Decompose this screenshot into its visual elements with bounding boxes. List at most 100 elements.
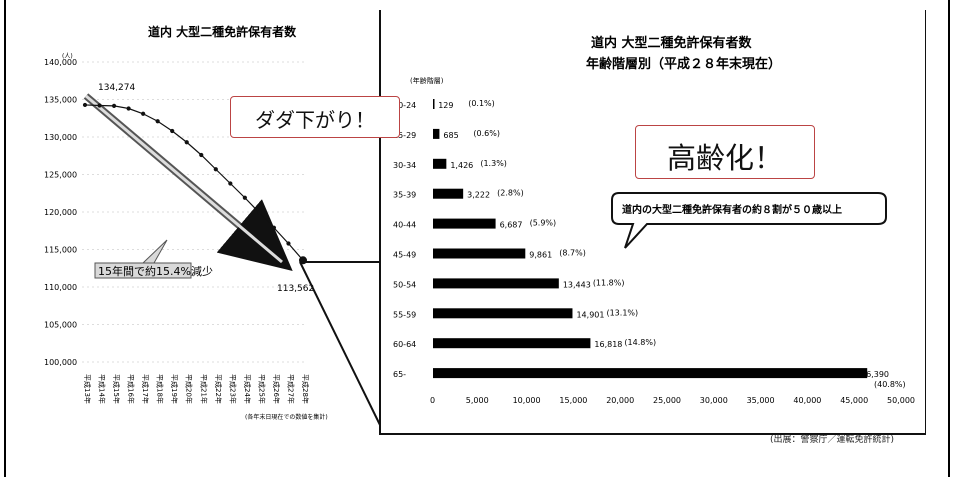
left-data-point [155, 119, 160, 124]
right-percent-label: (14.8%) [624, 338, 656, 347]
left-data-point [242, 195, 247, 200]
chart-svg: 道内 大型二種免許保有者数 (人) 140,000 135,000 130,000 1… [44, 8, 927, 435]
left-y-tick-label: 115,000 [44, 246, 77, 255]
left-data-point [213, 167, 218, 172]
scanned-chart-document: 道内 大型二種免許保有者数 (人) 140,000 135,000 130,000 1… [40, 8, 927, 445]
left-end-value-label: 113,562 [277, 284, 314, 294]
left-data-point [228, 181, 233, 186]
right-bar [433, 218, 496, 229]
right-value-label: 129 [438, 101, 453, 110]
right-value-label: 16,818 [594, 340, 622, 349]
right-value-label: 46,390 [861, 370, 889, 379]
left-x-tick-label: 平成24年 [243, 374, 252, 404]
left-x-tick-label: 平成15年 [112, 374, 121, 404]
right-x-tick-label: 45,000 [840, 396, 868, 405]
right-bar [433, 158, 447, 169]
left-data-point [184, 140, 189, 145]
right-x-tick-label: 30,000 [700, 396, 728, 405]
right-value-label: 9,861 [529, 251, 552, 260]
left-y-tick-label: 140,000 [44, 58, 77, 67]
right-value-label: 3,222 [467, 191, 490, 200]
left-data-point [126, 106, 131, 111]
left-y-tick-label: 125,000 [44, 171, 77, 180]
left-data-point [111, 103, 117, 108]
right-x-tick-label: 5,000 [466, 396, 489, 405]
left-decrease-callout [94, 239, 192, 279]
right-bar [433, 248, 526, 259]
left-data-point [257, 210, 262, 215]
left-chart-unit: (人) [62, 53, 73, 60]
left-y-tick-label: 120,000 [44, 208, 77, 217]
left-y-tick-label: 100,000 [44, 358, 77, 367]
left-x-tick-label: 平成19年 [170, 374, 179, 404]
right-percent-label: (8.7%) [559, 249, 586, 258]
right-value-label: 14,901 [576, 310, 604, 319]
left-data-point [141, 111, 146, 116]
right-category-label: 35-39 [393, 191, 416, 200]
right-percent-label: (1.3%) [480, 159, 507, 168]
right-category-label: 55-59 [393, 310, 416, 319]
right-percent-label: (0.1%) [468, 99, 495, 108]
left-data-point [286, 241, 291, 246]
right-x-tick-label: 50,000 [887, 396, 915, 405]
right-bar [433, 188, 464, 199]
right-percent-label: (0.6%) [473, 129, 500, 138]
right-x-tick-label: 35,000 [747, 396, 775, 405]
left-y-tick-label: 130,000 [44, 133, 77, 142]
right-bar [433, 278, 559, 289]
right-value-label: 13,443 [563, 280, 591, 289]
source-note: (出展：警察庁／運転免許統計) [769, 435, 894, 445]
aging-callout: 高齢化！ [635, 125, 815, 179]
right-category-label: 20-24 [393, 101, 416, 110]
right-bar [433, 368, 868, 379]
right-x-tick-label: 25,000 [653, 396, 681, 405]
right-value-label: 685 [443, 131, 458, 140]
left-data-point [199, 152, 204, 158]
left-y-tick-label: 135,000 [44, 96, 77, 105]
right-category-label: 30-34 [393, 161, 416, 170]
right-x-tick-label: 0 [430, 396, 435, 405]
left-x-tick-label: 平成25年 [257, 374, 266, 404]
right-percent-label: (11.8%) [593, 278, 625, 287]
right-bar [433, 99, 435, 109]
right-bar [433, 128, 440, 139]
right-percent-label: (5.9%) [530, 219, 557, 228]
right-bar [433, 338, 591, 349]
right-group-header: (年齢階層) [410, 76, 444, 85]
right-category-label: 65- [393, 370, 406, 379]
left-data-point [97, 103, 102, 108]
left-x-tick-label: 平成28年 [301, 374, 310, 404]
right-x-tick-label: 15,000 [559, 396, 587, 405]
frame-left-line [4, 0, 6, 477]
left-x-tick-label: 平成20年 [185, 374, 194, 404]
left-line-chart: 道内 大型二種免許保有者数 (人) 140,000 135,000 130,000 1… [44, 24, 328, 421]
right-percent-label: (40.8%) [874, 380, 906, 389]
right-value-label: 1,426 [450, 161, 473, 170]
right-percent-label: (13.1%) [606, 308, 638, 317]
left-x-tick-label: 平成27年 [286, 374, 295, 404]
speech-note: 道内の大型二種免許保有者の約８割が５０歳以上 [622, 203, 842, 216]
dada-callout: ダダ下がり！ [230, 96, 400, 138]
aging-callout-label: 高齢化！ [666, 141, 783, 175]
right-x-tick-label: 40,000 [793, 396, 821, 405]
dada-callout-label: ダダ下がり！ [255, 108, 375, 132]
left-chart-trend-arrow-inner [85, 94, 283, 264]
right-category-label: 25-29 [393, 131, 416, 140]
left-x-tick-label: 平成22年 [214, 374, 223, 404]
left-chart-line [84, 104, 304, 261]
left-chart-title: 道内 大型二種免許保有者数 [148, 24, 297, 39]
left-data-point [82, 102, 88, 108]
left-y-tick-label: 105,000 [44, 321, 77, 330]
left-x-tick-label: 平成26年 [272, 374, 281, 404]
left-data-point [271, 225, 277, 230]
right-value-label: 6,687 [500, 221, 523, 230]
frame-right-line [948, 0, 950, 477]
right-x-tick-label: 10,000 [513, 396, 541, 405]
left-y-tick-label: 110,000 [44, 283, 77, 292]
zoom-line-bottom [299, 261, 381, 426]
left-x-tick-label: 平成16年 [127, 374, 136, 404]
speech-bubble [611, 192, 887, 249]
right-bar [433, 308, 573, 319]
left-decrease-note: 15年間で約15.4%減少 [98, 264, 213, 278]
left-x-tick-label: 平成13年 [83, 374, 92, 404]
